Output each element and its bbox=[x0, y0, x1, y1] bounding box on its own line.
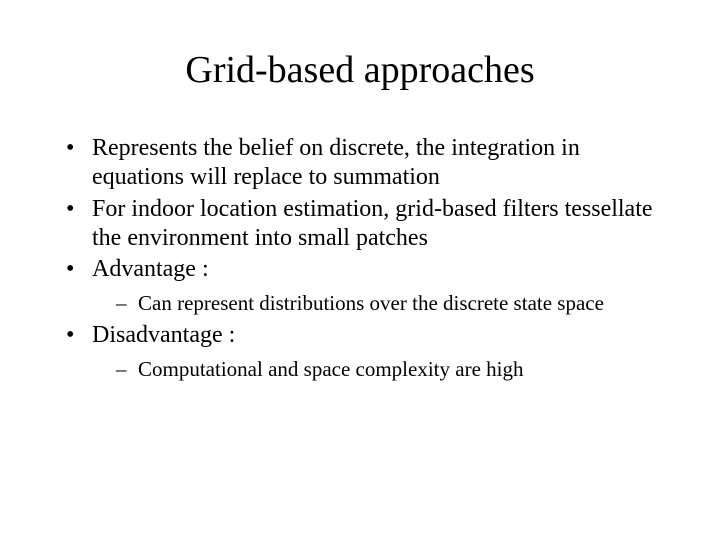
sub-bullet-list: Computational and space complexity are h… bbox=[92, 356, 668, 382]
sub-bullet-item: Computational and space complexity are h… bbox=[114, 356, 668, 382]
bullet-text: Disadvantage : bbox=[92, 322, 235, 348]
bullet-list: Represents the belief on discrete, the i… bbox=[52, 134, 668, 382]
bullet-item: Represents the belief on discrete, the i… bbox=[64, 134, 668, 193]
bullet-text: Advantage : bbox=[92, 256, 209, 282]
slide-title: Grid-based approaches bbox=[52, 48, 668, 92]
sub-bullet-text: Computational and space complexity are h… bbox=[138, 357, 523, 381]
sub-bullet-text: Can represent distributions over the dis… bbox=[138, 291, 604, 315]
bullet-item: Advantage : Can represent distributions … bbox=[64, 255, 668, 317]
sub-bullet-list: Can represent distributions over the dis… bbox=[92, 290, 668, 316]
slide-container: Grid-based approaches Represents the bel… bbox=[0, 0, 720, 540]
sub-bullet-item: Can represent distributions over the dis… bbox=[114, 290, 668, 316]
bullet-item: For indoor location estimation, grid-bas… bbox=[64, 195, 668, 254]
bullet-item: Disadvantage : Computational and space c… bbox=[64, 321, 668, 383]
bullet-text: For indoor location estimation, grid-bas… bbox=[92, 196, 653, 251]
bullet-text: Represents the belief on discrete, the i… bbox=[92, 135, 580, 190]
